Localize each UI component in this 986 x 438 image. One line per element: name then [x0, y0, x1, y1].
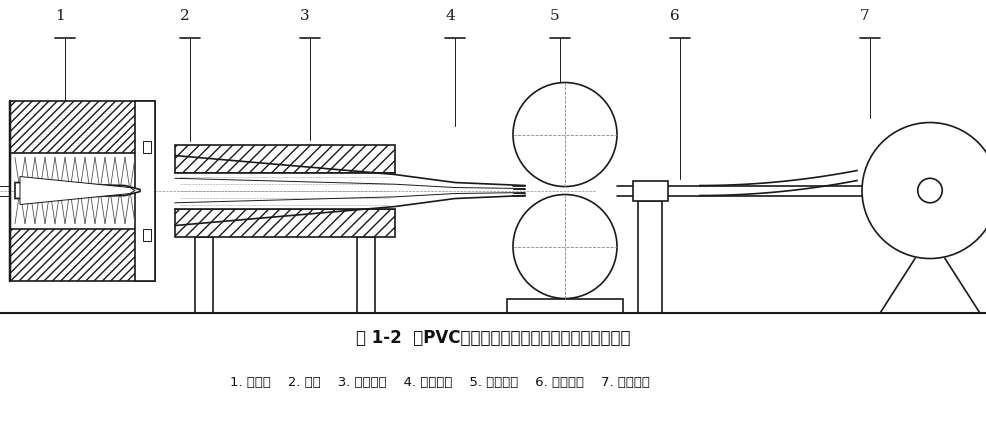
Bar	[10, 152, 155, 229]
Bar	[135, 101, 155, 280]
Circle shape	[918, 178, 943, 203]
Text: 7: 7	[860, 9, 870, 23]
Circle shape	[513, 194, 617, 299]
Text: 1. 挤出机    2. 机头    3. 冷却装置    4. 缔引装置    5. 切割装置    6. 塑料软管    7. 卷取装置: 1. 挤出机 2. 机头 3. 冷却装置 4. 缔引装置 5. 切割装置 6. …	[230, 377, 650, 389]
Text: 图 1-2  软PVC挤管机头结构及挤管工艺过程示意图。: 图 1-2 软PVC挤管机头结构及挤管工艺过程示意图。	[356, 329, 630, 347]
Polygon shape	[20, 177, 135, 205]
Text: 6: 6	[670, 9, 680, 23]
Bar	[10, 191, 155, 280]
Bar	[507, 299, 623, 313]
Text: 3: 3	[300, 9, 310, 23]
Bar	[638, 201, 662, 313]
Bar	[195, 237, 213, 313]
Polygon shape	[15, 183, 140, 198]
Circle shape	[513, 82, 617, 187]
Text: 4: 4	[445, 9, 455, 23]
Bar	[143, 229, 151, 240]
Bar	[175, 145, 395, 173]
Text: 2: 2	[180, 9, 190, 23]
Bar	[175, 173, 395, 208]
Bar	[10, 101, 155, 191]
Bar	[632, 180, 668, 201]
Circle shape	[862, 123, 986, 258]
Bar	[357, 237, 375, 313]
Bar	[175, 208, 395, 237]
Text: 1: 1	[55, 9, 65, 23]
Text: 5: 5	[550, 9, 560, 23]
Bar	[143, 141, 151, 152]
